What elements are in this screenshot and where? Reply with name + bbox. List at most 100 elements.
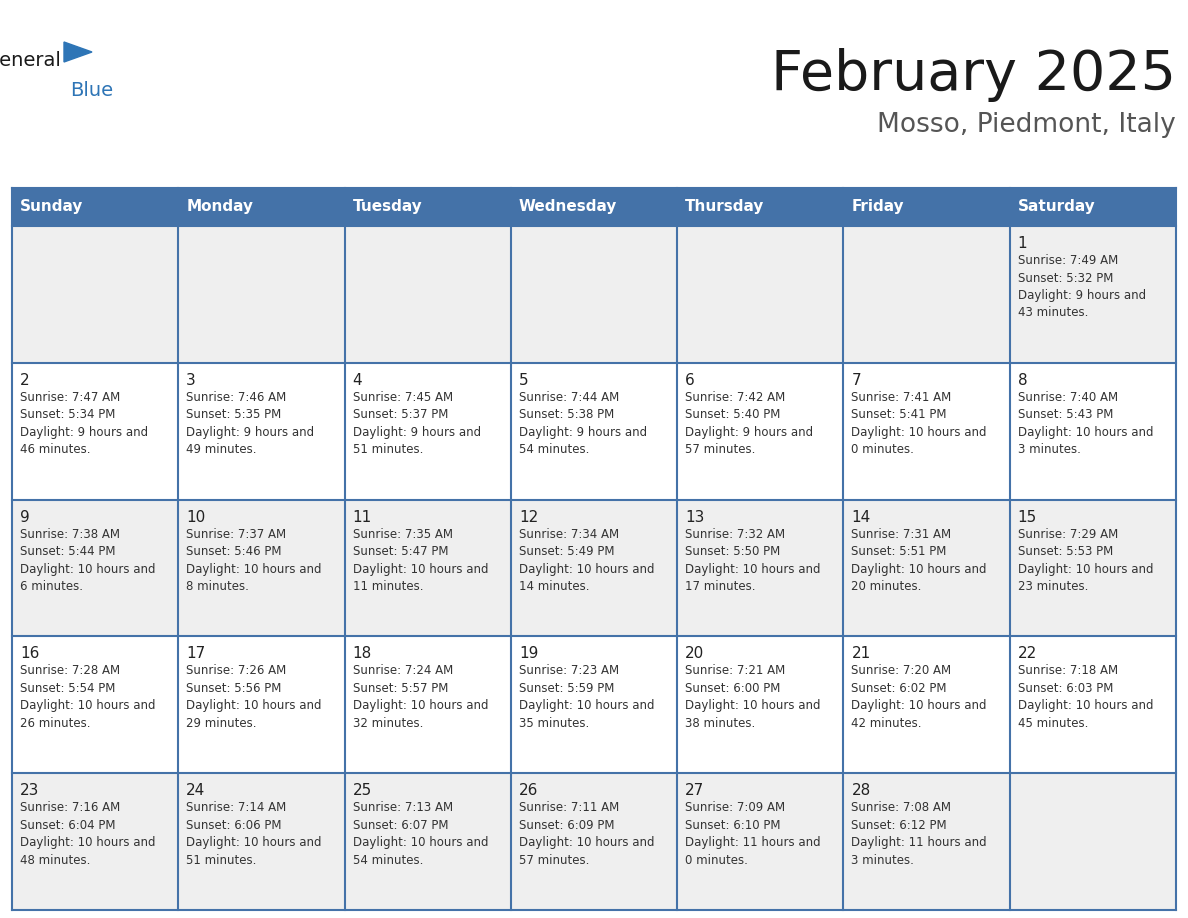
Bar bbox=[677, 363, 843, 499]
Bar bbox=[12, 773, 178, 910]
Text: Sunrise: 7:29 AM
Sunset: 5:53 PM
Daylight: 10 hours and
23 minutes.: Sunrise: 7:29 AM Sunset: 5:53 PM Dayligh… bbox=[1018, 528, 1154, 593]
Text: Tuesday: Tuesday bbox=[353, 199, 422, 215]
Text: 20: 20 bbox=[685, 646, 704, 661]
Text: Sunday: Sunday bbox=[20, 199, 83, 215]
Bar bbox=[511, 636, 677, 773]
Bar bbox=[345, 499, 511, 636]
Text: 6: 6 bbox=[685, 373, 695, 387]
Bar bbox=[677, 636, 843, 773]
Text: Thursday: Thursday bbox=[685, 199, 765, 215]
Text: 22: 22 bbox=[1018, 646, 1037, 661]
Bar bbox=[345, 226, 511, 363]
Text: Sunrise: 7:13 AM
Sunset: 6:07 PM
Daylight: 10 hours and
54 minutes.: Sunrise: 7:13 AM Sunset: 6:07 PM Dayligh… bbox=[353, 801, 488, 867]
Bar bbox=[1010, 188, 1176, 226]
Text: 2: 2 bbox=[20, 373, 30, 387]
Bar bbox=[345, 363, 511, 499]
Bar bbox=[843, 636, 1010, 773]
Text: Sunrise: 7:20 AM
Sunset: 6:02 PM
Daylight: 10 hours and
42 minutes.: Sunrise: 7:20 AM Sunset: 6:02 PM Dayligh… bbox=[852, 665, 987, 730]
Bar bbox=[12, 226, 178, 363]
Text: Wednesday: Wednesday bbox=[519, 199, 618, 215]
Text: 23: 23 bbox=[20, 783, 39, 798]
Text: 13: 13 bbox=[685, 509, 704, 524]
Bar bbox=[677, 499, 843, 636]
Bar bbox=[178, 188, 345, 226]
Text: Sunrise: 7:11 AM
Sunset: 6:09 PM
Daylight: 10 hours and
57 minutes.: Sunrise: 7:11 AM Sunset: 6:09 PM Dayligh… bbox=[519, 801, 655, 867]
Bar bbox=[843, 226, 1010, 363]
Text: Sunrise: 7:47 AM
Sunset: 5:34 PM
Daylight: 9 hours and
46 minutes.: Sunrise: 7:47 AM Sunset: 5:34 PM Dayligh… bbox=[20, 391, 148, 456]
Text: Sunrise: 7:26 AM
Sunset: 5:56 PM
Daylight: 10 hours and
29 minutes.: Sunrise: 7:26 AM Sunset: 5:56 PM Dayligh… bbox=[187, 665, 322, 730]
Bar bbox=[1010, 636, 1176, 773]
Text: Sunrise: 7:08 AM
Sunset: 6:12 PM
Daylight: 11 hours and
3 minutes.: Sunrise: 7:08 AM Sunset: 6:12 PM Dayligh… bbox=[852, 801, 987, 867]
Bar bbox=[12, 363, 178, 499]
Text: General: General bbox=[0, 50, 62, 70]
Text: 21: 21 bbox=[852, 646, 871, 661]
Bar bbox=[677, 226, 843, 363]
Bar bbox=[1010, 499, 1176, 636]
Bar bbox=[12, 499, 178, 636]
Text: Saturday: Saturday bbox=[1018, 199, 1095, 215]
Text: Monday: Monday bbox=[187, 199, 253, 215]
Bar bbox=[511, 363, 677, 499]
Polygon shape bbox=[64, 42, 91, 62]
Text: Sunrise: 7:37 AM
Sunset: 5:46 PM
Daylight: 10 hours and
8 minutes.: Sunrise: 7:37 AM Sunset: 5:46 PM Dayligh… bbox=[187, 528, 322, 593]
Text: 7: 7 bbox=[852, 373, 861, 387]
Bar bbox=[178, 636, 345, 773]
Text: 27: 27 bbox=[685, 783, 704, 798]
Bar bbox=[178, 226, 345, 363]
Bar bbox=[345, 188, 511, 226]
Text: Sunrise: 7:45 AM
Sunset: 5:37 PM
Daylight: 9 hours and
51 minutes.: Sunrise: 7:45 AM Sunset: 5:37 PM Dayligh… bbox=[353, 391, 481, 456]
Bar bbox=[12, 636, 178, 773]
Bar bbox=[1010, 226, 1176, 363]
Text: 28: 28 bbox=[852, 783, 871, 798]
Text: Sunrise: 7:09 AM
Sunset: 6:10 PM
Daylight: 11 hours and
0 minutes.: Sunrise: 7:09 AM Sunset: 6:10 PM Dayligh… bbox=[685, 801, 821, 867]
Bar bbox=[345, 636, 511, 773]
Text: Sunrise: 7:35 AM
Sunset: 5:47 PM
Daylight: 10 hours and
11 minutes.: Sunrise: 7:35 AM Sunset: 5:47 PM Dayligh… bbox=[353, 528, 488, 593]
Text: 14: 14 bbox=[852, 509, 871, 524]
Text: 5: 5 bbox=[519, 373, 529, 387]
Text: 25: 25 bbox=[353, 783, 372, 798]
Text: Sunrise: 7:34 AM
Sunset: 5:49 PM
Daylight: 10 hours and
14 minutes.: Sunrise: 7:34 AM Sunset: 5:49 PM Dayligh… bbox=[519, 528, 655, 593]
Bar bbox=[1010, 773, 1176, 910]
Text: February 2025: February 2025 bbox=[771, 48, 1176, 102]
Bar bbox=[843, 499, 1010, 636]
Text: Sunrise: 7:14 AM
Sunset: 6:06 PM
Daylight: 10 hours and
51 minutes.: Sunrise: 7:14 AM Sunset: 6:06 PM Dayligh… bbox=[187, 801, 322, 867]
Text: Sunrise: 7:46 AM
Sunset: 5:35 PM
Daylight: 9 hours and
49 minutes.: Sunrise: 7:46 AM Sunset: 5:35 PM Dayligh… bbox=[187, 391, 315, 456]
Bar bbox=[677, 188, 843, 226]
Text: 9: 9 bbox=[20, 509, 30, 524]
Bar bbox=[178, 363, 345, 499]
Text: 8: 8 bbox=[1018, 373, 1028, 387]
Text: 26: 26 bbox=[519, 783, 538, 798]
Text: Sunrise: 7:40 AM
Sunset: 5:43 PM
Daylight: 10 hours and
3 minutes.: Sunrise: 7:40 AM Sunset: 5:43 PM Dayligh… bbox=[1018, 391, 1154, 456]
Text: Sunrise: 7:44 AM
Sunset: 5:38 PM
Daylight: 9 hours and
54 minutes.: Sunrise: 7:44 AM Sunset: 5:38 PM Dayligh… bbox=[519, 391, 647, 456]
Text: 10: 10 bbox=[187, 509, 206, 524]
Text: Sunrise: 7:16 AM
Sunset: 6:04 PM
Daylight: 10 hours and
48 minutes.: Sunrise: 7:16 AM Sunset: 6:04 PM Dayligh… bbox=[20, 801, 156, 867]
Text: 11: 11 bbox=[353, 509, 372, 524]
Text: 15: 15 bbox=[1018, 509, 1037, 524]
Bar bbox=[843, 363, 1010, 499]
Text: 4: 4 bbox=[353, 373, 362, 387]
Text: Sunrise: 7:38 AM
Sunset: 5:44 PM
Daylight: 10 hours and
6 minutes.: Sunrise: 7:38 AM Sunset: 5:44 PM Dayligh… bbox=[20, 528, 156, 593]
Text: 18: 18 bbox=[353, 646, 372, 661]
Text: Sunrise: 7:49 AM
Sunset: 5:32 PM
Daylight: 9 hours and
43 minutes.: Sunrise: 7:49 AM Sunset: 5:32 PM Dayligh… bbox=[1018, 254, 1146, 319]
Text: Sunrise: 7:28 AM
Sunset: 5:54 PM
Daylight: 10 hours and
26 minutes.: Sunrise: 7:28 AM Sunset: 5:54 PM Dayligh… bbox=[20, 665, 156, 730]
Bar bbox=[345, 773, 511, 910]
Text: 19: 19 bbox=[519, 646, 538, 661]
Text: 1: 1 bbox=[1018, 236, 1028, 251]
Text: 17: 17 bbox=[187, 646, 206, 661]
Bar bbox=[511, 773, 677, 910]
Bar bbox=[178, 499, 345, 636]
Bar bbox=[511, 188, 677, 226]
Text: Sunrise: 7:32 AM
Sunset: 5:50 PM
Daylight: 10 hours and
17 minutes.: Sunrise: 7:32 AM Sunset: 5:50 PM Dayligh… bbox=[685, 528, 821, 593]
Bar bbox=[12, 188, 178, 226]
Text: 12: 12 bbox=[519, 509, 538, 524]
Bar bbox=[1010, 363, 1176, 499]
Bar bbox=[511, 499, 677, 636]
Text: Sunrise: 7:42 AM
Sunset: 5:40 PM
Daylight: 9 hours and
57 minutes.: Sunrise: 7:42 AM Sunset: 5:40 PM Dayligh… bbox=[685, 391, 814, 456]
Text: Blue: Blue bbox=[70, 81, 113, 99]
Bar bbox=[843, 188, 1010, 226]
Bar bbox=[511, 226, 677, 363]
Text: Friday: Friday bbox=[852, 199, 904, 215]
Bar bbox=[843, 773, 1010, 910]
Text: Sunrise: 7:41 AM
Sunset: 5:41 PM
Daylight: 10 hours and
0 minutes.: Sunrise: 7:41 AM Sunset: 5:41 PM Dayligh… bbox=[852, 391, 987, 456]
Text: 24: 24 bbox=[187, 783, 206, 798]
